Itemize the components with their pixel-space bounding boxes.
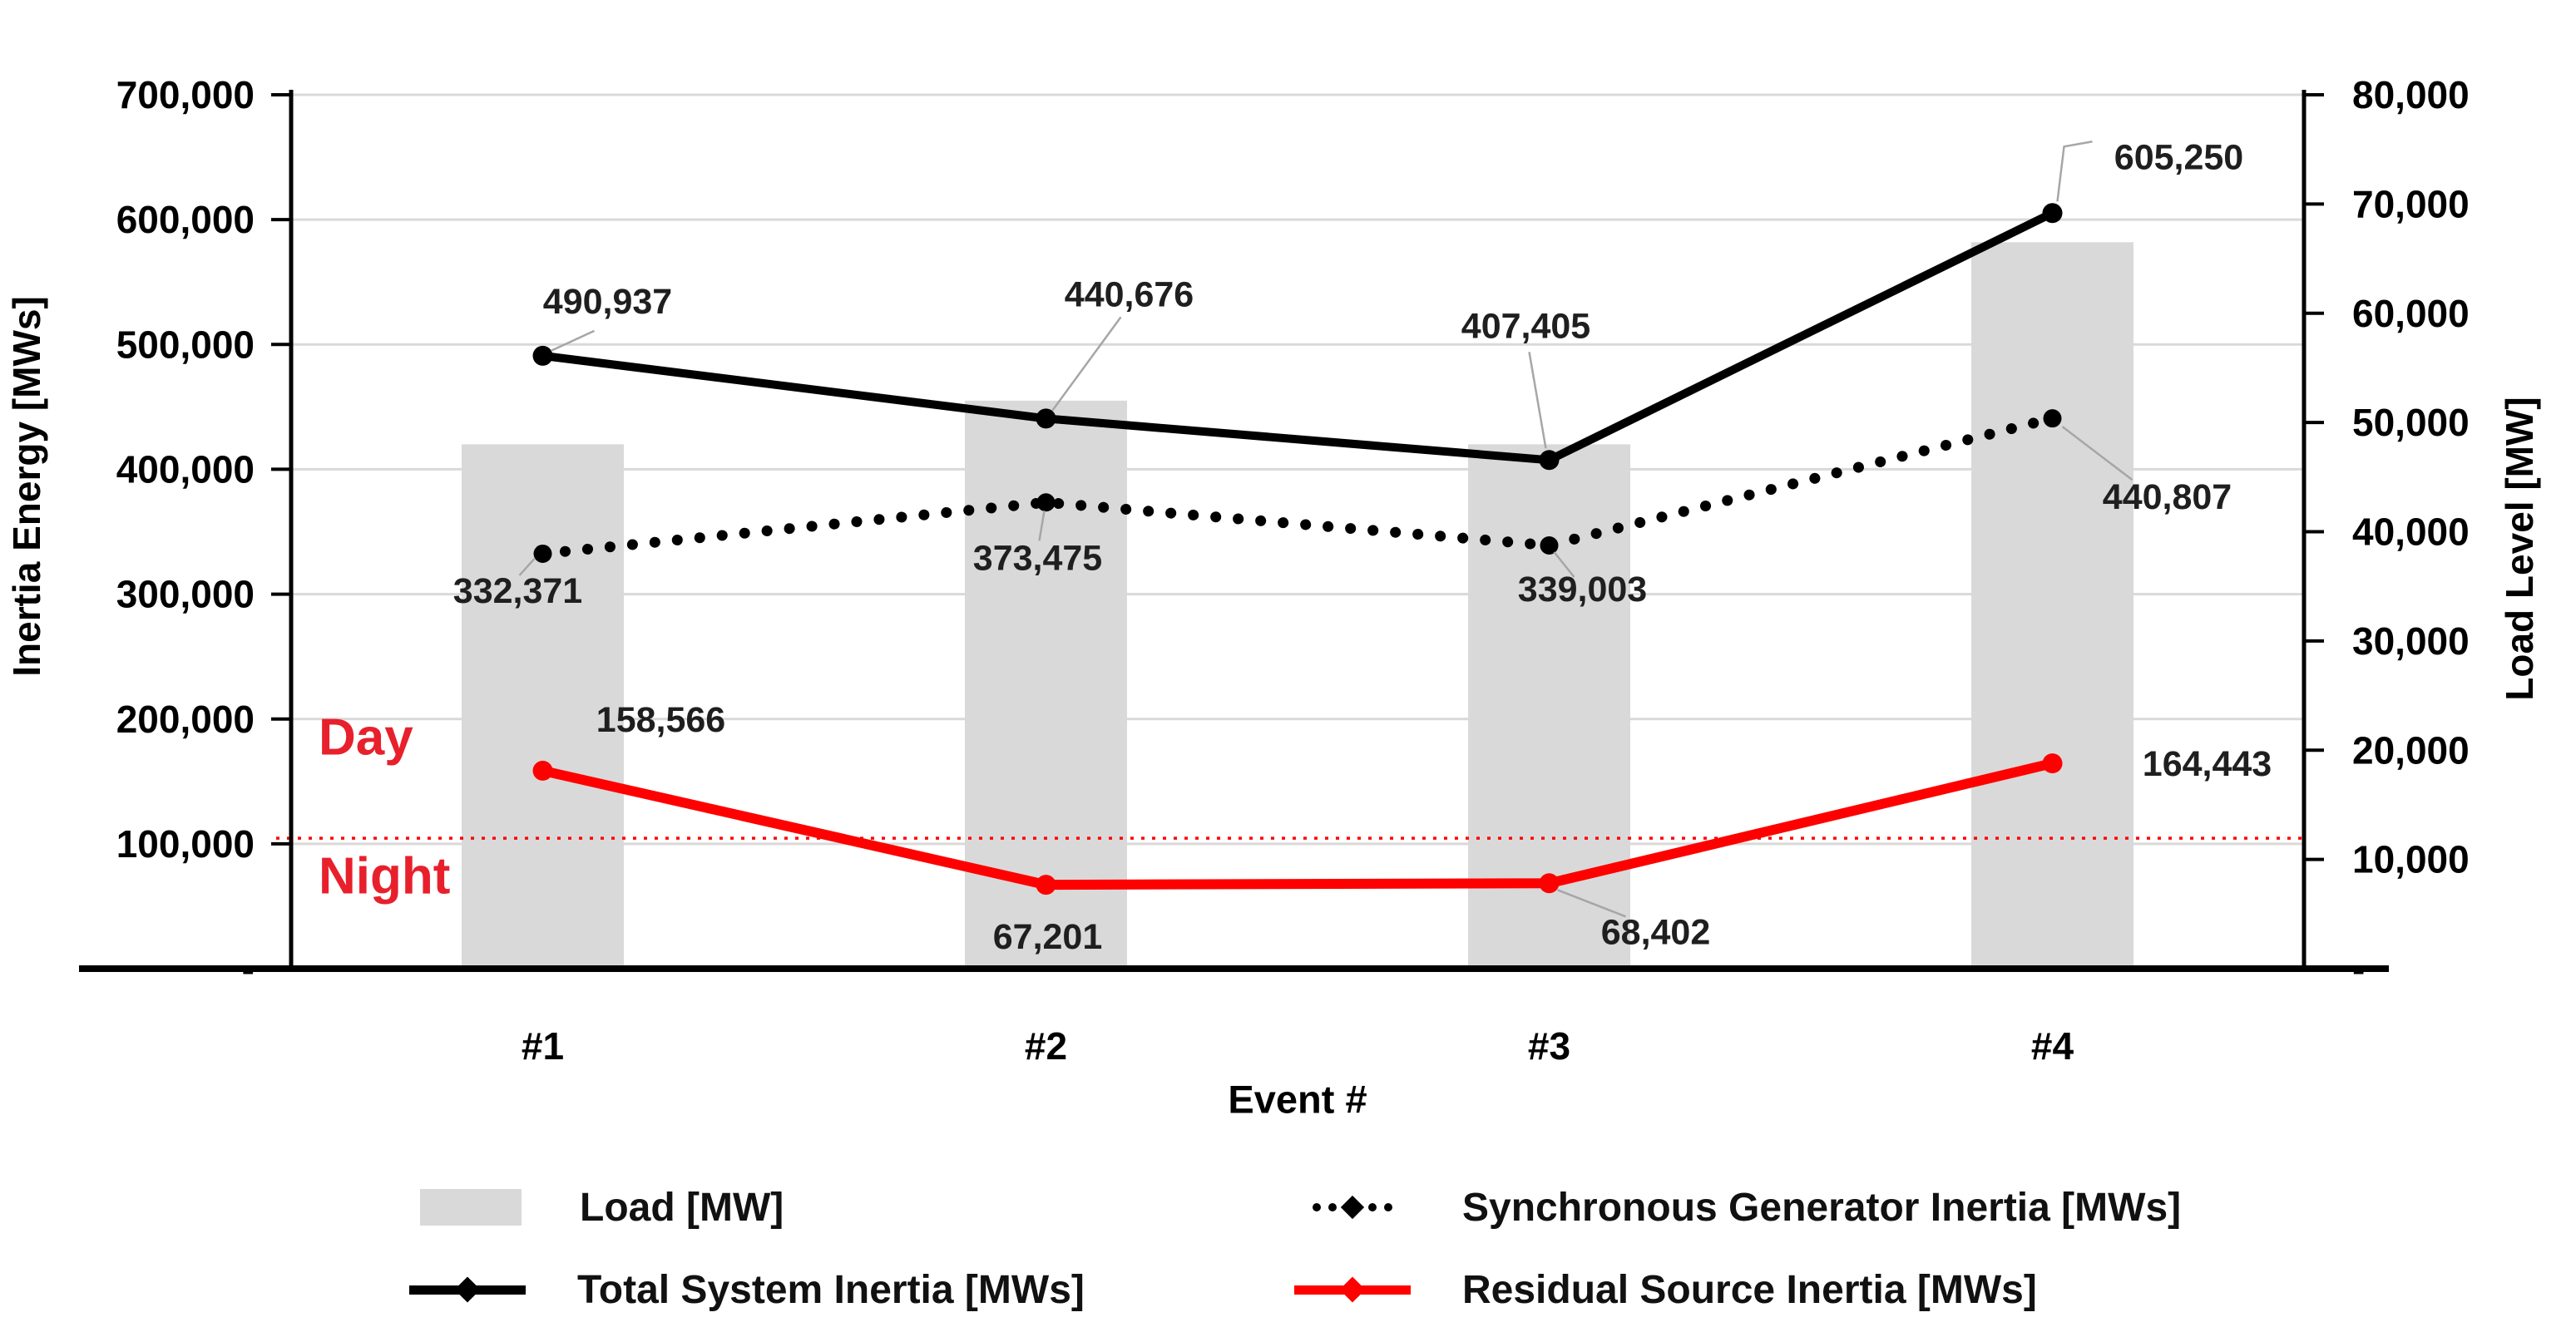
label-leader-line: [1038, 511, 1046, 541]
label-leader-line: [1051, 316, 1122, 412]
right-axis-tick-label: 40,000: [2352, 511, 2470, 554]
right-axis-tick-label: 50,000: [2352, 401, 2470, 444]
x-category-label: #1: [522, 1024, 564, 1068]
night-label: Night: [319, 848, 450, 905]
data-label: 68,402: [1601, 912, 1711, 952]
legend-item-total-inertia: Total System Inertia [MWs]: [409, 1266, 1085, 1313]
left-axis-tick-label: 300,000: [116, 573, 255, 616]
left-axis-tick-label: 100,000: [116, 822, 255, 866]
right-axis-tick-label: 30,000: [2352, 619, 2470, 663]
data-label: 158,566: [596, 700, 725, 740]
data-point-marker: [2043, 409, 2062, 428]
label-leader-line: [550, 329, 596, 353]
data-point-marker: [2042, 203, 2063, 224]
label-leader-line: [2061, 426, 2133, 481]
data-label: 407,405: [1461, 306, 1590, 346]
data-point-marker: [533, 544, 552, 563]
x-axis-title: Event #: [1228, 1077, 1367, 1121]
label-leader-line: [1557, 889, 1626, 918]
right-axis-tick-label: 60,000: [2352, 292, 2470, 335]
x-category-label: #4: [2031, 1024, 2074, 1068]
total-inertia-line: [541, 209, 2054, 465]
label-leader-line: [1553, 551, 1575, 578]
legend-item-sync-gen-inertia: Synchronous Generator Inertia [MWs]: [1294, 1184, 2181, 1231]
data-label: 339,003: [1518, 570, 1647, 609]
red-line-swatch: [1294, 1276, 1411, 1303]
label-leader-line: [518, 558, 536, 576]
load-bar: [1971, 242, 2133, 969]
day-label: Day: [319, 709, 413, 767]
data-point-marker: [1539, 873, 1560, 894]
left-axis-tick-label: 500,000: [116, 323, 255, 366]
right-axis-title: Load Level [MW]: [2498, 397, 2541, 700]
sync-gen-inertia-line: [537, 412, 2058, 560]
legend-item-load: Load [MW]: [420, 1184, 784, 1231]
left-axis-title: Inertia Energy [MWs]: [5, 296, 48, 677]
left-axis-tick-label: 400,000: [116, 448, 255, 491]
legend-item-residual-inertia: Residual Source Inertia [MWs]: [1294, 1266, 2037, 1313]
right-axis-tick-label: 80,000: [2352, 73, 2470, 116]
data-label: 164,443: [2143, 744, 2272, 784]
dotted-line-swatch: [1294, 1195, 1411, 1220]
data-point-marker: [1540, 536, 1559, 555]
left-axis-tick-label: 700,000: [116, 73, 255, 116]
data-point-marker: [2042, 753, 2063, 774]
data-label: 440,676: [1065, 274, 1194, 314]
data-point-marker: [532, 345, 553, 366]
data-label: 67,201: [993, 917, 1103, 957]
black-line-swatch: [409, 1276, 526, 1303]
data-label: 605,250: [2114, 137, 2243, 177]
load-bar-swatch: [420, 1189, 522, 1226]
data-label: 440,807: [2103, 477, 2232, 517]
data-label: 373,475: [973, 538, 1102, 578]
x-category-label: #3: [1528, 1024, 1570, 1068]
data-label: 332,371: [453, 571, 582, 611]
data-point-marker: [1539, 450, 1560, 471]
legend-label: Residual Source Inertia [MWs]: [1462, 1267, 2037, 1312]
left-axis-tick-label: -: [242, 947, 255, 990]
right-axis-tick-label: -: [2352, 947, 2365, 990]
data-point-marker: [1036, 875, 1056, 895]
right-axis-tick-label: 70,000: [2352, 182, 2470, 225]
right-axis-tick-label: 20,000: [2352, 728, 2470, 772]
legend-label: Load [MW]: [580, 1185, 784, 1230]
legend-label: Synchronous Generator Inertia [MWs]: [1462, 1185, 2182, 1230]
left-axis-tick-label: 200,000: [116, 698, 255, 741]
x-category-label: #2: [1025, 1024, 1067, 1068]
data-point-marker: [1036, 408, 1056, 429]
legend-label: Total System Inertia [MWs]: [577, 1267, 1085, 1312]
left-axis-tick-label: 600,000: [116, 198, 255, 241]
residual-inertia-line: [541, 758, 2054, 891]
label-leader-line: [2056, 141, 2093, 202]
label-leader-line: [1528, 352, 1547, 449]
data-label: 490,937: [543, 282, 672, 322]
data-point-marker: [1036, 493, 1056, 512]
load-bar: [462, 444, 624, 969]
data-point-marker: [532, 760, 553, 781]
right-axis-tick-label: 10,000: [2352, 838, 2470, 881]
